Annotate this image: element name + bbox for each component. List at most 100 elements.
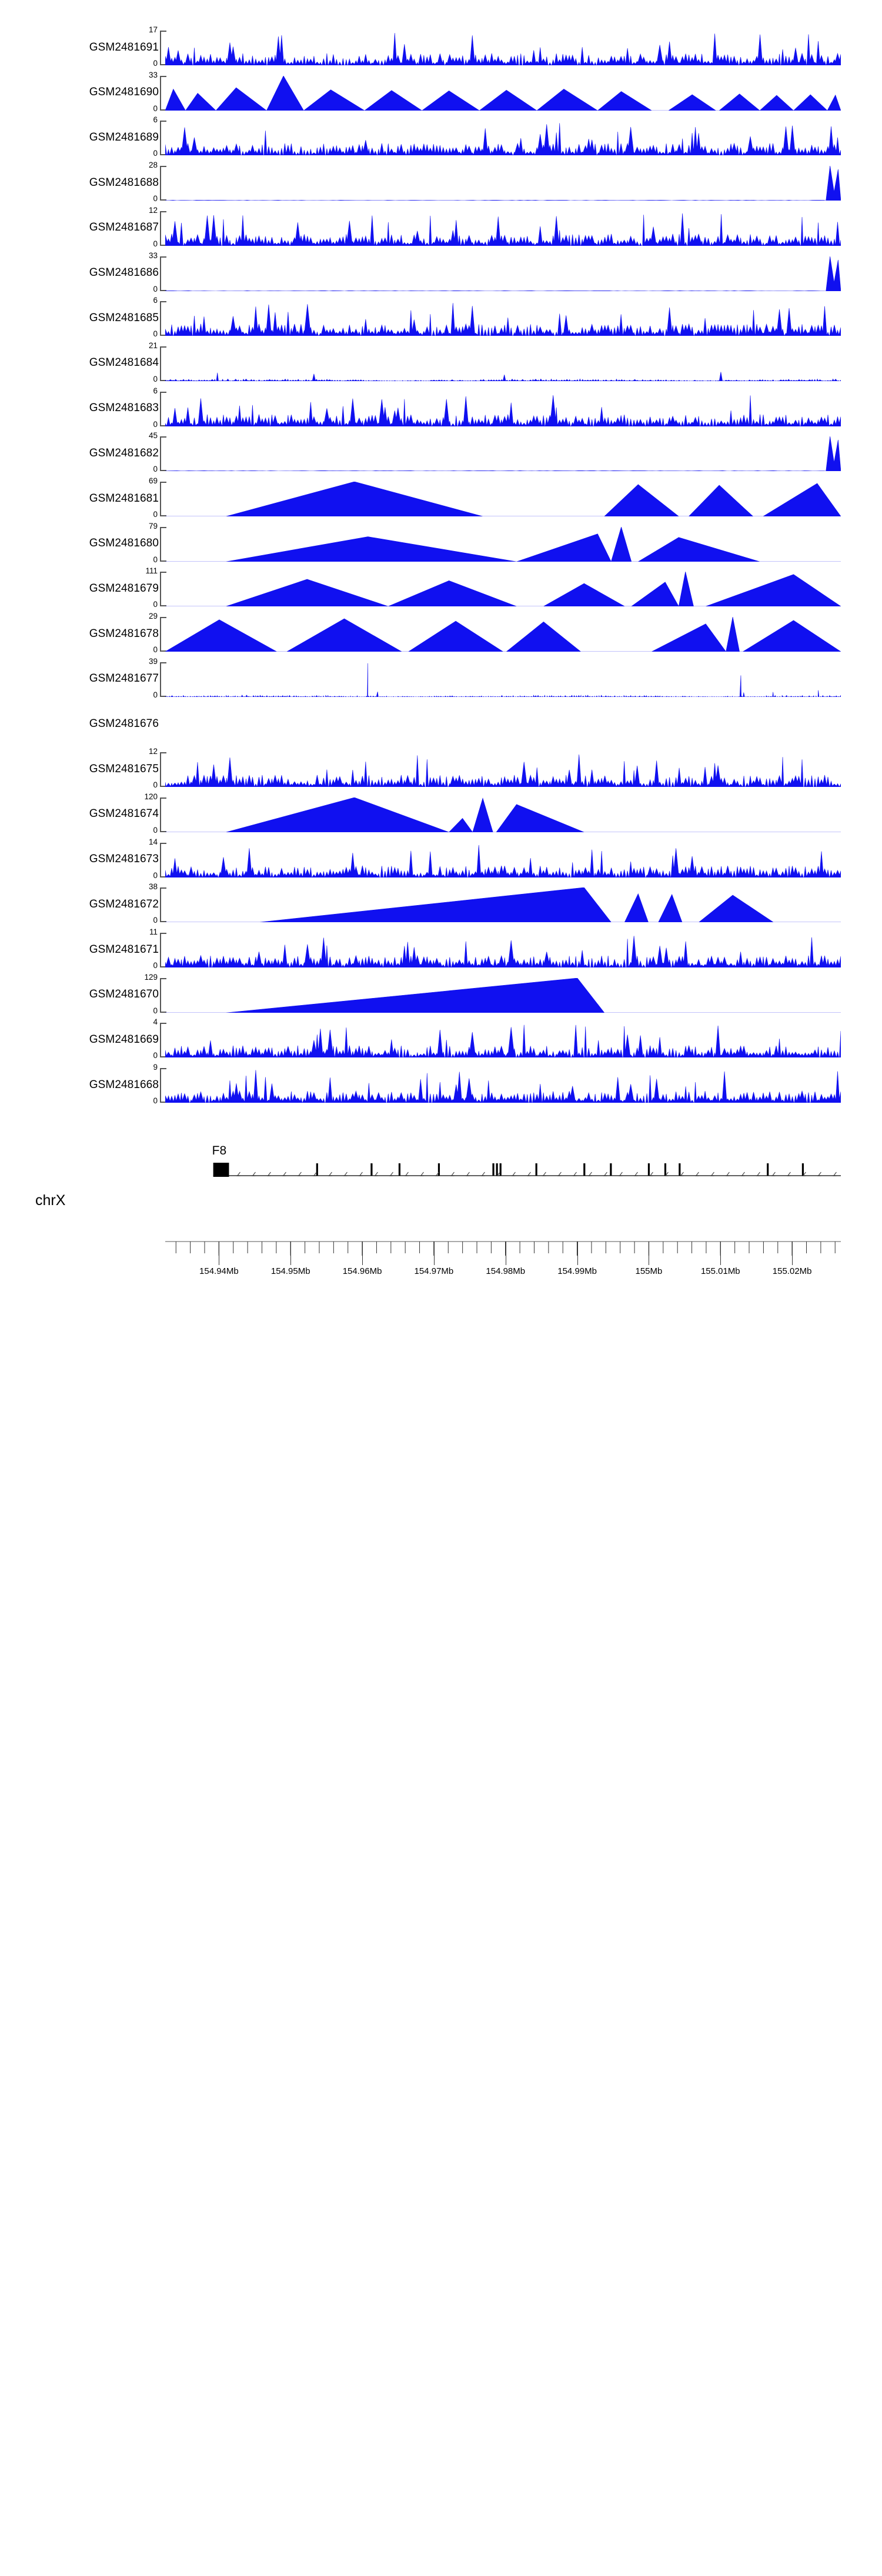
track-label-gsm2481690: GSM2481690 [89, 86, 159, 99]
y-axis-line [160, 977, 161, 1013]
coverage-signal[interactable] [165, 752, 841, 788]
coverage-track[interactable]: GSM2481678 29 0 [0, 612, 882, 659]
y-axis-tick-max [160, 933, 166, 934]
coord-tick-label: 154.98Mb [486, 1266, 526, 1276]
coverage-signal[interactable] [165, 1068, 841, 1103]
coverage-track[interactable]: GSM2481672 38 0 [0, 883, 882, 929]
y-axis-tick-min [160, 876, 166, 877]
coverage-signal[interactable] [165, 482, 841, 516]
coverage-track[interactable]: GSM2481674 120 0 [0, 793, 882, 839]
y-axis-min-value: 0 [153, 465, 158, 474]
y-axis-tick-min [160, 515, 166, 516]
y-axis-tick-min [160, 289, 166, 291]
coord-tick-leader [577, 1241, 578, 1265]
coverage-signal[interactable] [165, 346, 841, 381]
coverage-track[interactable]: GSM2481671 11 0 [0, 928, 882, 975]
coverage-track[interactable]: GSM2481673 14 0 [0, 837, 882, 885]
y-axis-tick-max [160, 75, 166, 77]
y-axis-line [160, 256, 161, 291]
y-axis [160, 482, 168, 516]
coverage-track[interactable]: GSM2481679 111 0 [0, 567, 882, 613]
y-axis [160, 933, 168, 967]
coverage-track[interactable]: GSM2481684 21 0 [0, 342, 882, 388]
y-axis [160, 346, 168, 381]
coverage-track[interactable]: GSM2481670 129 0 [0, 973, 882, 1020]
y-axis-min-value: 0 [153, 645, 158, 655]
coverage-track[interactable]: GSM2481689 6 0 [0, 116, 882, 162]
y-axis-line [160, 526, 161, 562]
y-axis-tick-max [160, 391, 166, 393]
coverage-track[interactable]: GSM2481681 69 0 [0, 477, 882, 523]
coverage-track[interactable]: GSM2481683 6 0 [0, 386, 882, 433]
coverage-track[interactable]: GSM2481690 33 0 [0, 71, 882, 118]
coverage-signal[interactable] [165, 211, 841, 246]
y-axis-tick-max [160, 482, 166, 483]
track-label-gsm2481682: GSM2481682 [89, 446, 159, 459]
coverage-signal[interactable] [165, 31, 841, 65]
y-axis-line [160, 121, 161, 156]
y-axis-max-value: 79 [148, 521, 158, 530]
coverage-track[interactable]: GSM2481688 28 0 [0, 161, 882, 208]
coverage-signal[interactable] [165, 392, 841, 426]
y-axis-tick-max [160, 797, 166, 799]
y-axis-line [160, 933, 161, 967]
coverage-track[interactable]: GSM2481687 12 0 [0, 206, 882, 253]
y-axis [160, 1068, 168, 1103]
coverage-signal[interactable] [165, 887, 841, 923]
coverage-signal[interactable] [165, 166, 841, 201]
y-axis-tick-min [160, 1011, 166, 1013]
coverage-track[interactable]: GSM2481686 33 0 [0, 251, 882, 298]
y-axis-min-value: 0 [153, 149, 158, 158]
track-label-gsm2481691: GSM2481691 [89, 41, 159, 54]
coverage-signal[interactable] [165, 933, 841, 967]
y-axis-line [160, 436, 161, 472]
coverage-track[interactable]: GSM2481675 12 0 [0, 748, 882, 794]
coverage-signal[interactable] [165, 797, 841, 832]
coverage-signal[interactable] [165, 301, 841, 336]
y-axis-max-value: 9 [153, 1063, 158, 1072]
coverage-signal[interactable] [165, 1023, 841, 1058]
y-axis-tick-min [160, 1056, 166, 1058]
coverage-signal[interactable] [165, 256, 841, 291]
coverage-signal[interactable] [165, 121, 841, 156]
y-axis-tick-min [160, 695, 166, 697]
y-axis-tick-min [160, 109, 166, 111]
coverage-signal[interactable] [165, 843, 841, 877]
y-axis-max-value: 21 [148, 341, 158, 350]
y-axis-tick-max [160, 436, 166, 438]
y-axis-tick-max [160, 887, 166, 889]
coverage-signal[interactable] [165, 662, 841, 697]
coverage-signal[interactable] [165, 75, 841, 111]
coverage-signal[interactable] [165, 572, 841, 607]
coverage-track[interactable]: GSM2481676 [0, 708, 882, 749]
y-axis-tick-max [160, 256, 166, 258]
coverage-track[interactable]: GSM2481668 9 0 [0, 1063, 882, 1110]
y-axis-tick-min [160, 921, 166, 923]
coverage-track[interactable]: GSM2481685 6 0 [0, 296, 882, 343]
coverage-signal[interactable] [165, 977, 841, 1013]
y-axis [160, 662, 168, 697]
y-axis-tick-min [160, 650, 166, 652]
coverage-signal[interactable] [165, 526, 841, 562]
y-axis [160, 977, 168, 1013]
y-axis-line [160, 482, 161, 516]
coverage-track[interactable]: GSM2481680 79 0 [0, 522, 882, 569]
coverage-signal[interactable] [165, 617, 841, 652]
coord-tick-leader [792, 1241, 793, 1265]
coverage-track[interactable]: GSM2481669 4 0 [0, 1018, 882, 1065]
y-axis [160, 572, 168, 607]
coverage-signal[interactable] [165, 436, 841, 472]
coverage-track[interactable]: GSM2481682 45 0 [0, 432, 882, 478]
y-axis-min-value: 0 [153, 870, 158, 880]
coordinate-axis: 154.94Mb 154.95Mb 154.96Mb 154.97Mb 154.98Mb… [165, 1214, 841, 1297]
y-axis-tick-min [160, 1102, 166, 1103]
y-axis-line [160, 797, 161, 832]
track-label-gsm2481674: GSM2481674 [89, 807, 159, 820]
y-axis-tick-max [160, 1068, 166, 1070]
coord-tick-label: 154.96Mb [342, 1266, 382, 1276]
coverage-track[interactable]: GSM2481691 17 0 [0, 26, 882, 72]
track-label-gsm2481680: GSM2481680 [89, 537, 159, 550]
y-axis-tick-max [160, 301, 166, 303]
y-axis-tick-max [160, 31, 166, 32]
coverage-track[interactable]: GSM2481677 39 0 [0, 658, 882, 704]
